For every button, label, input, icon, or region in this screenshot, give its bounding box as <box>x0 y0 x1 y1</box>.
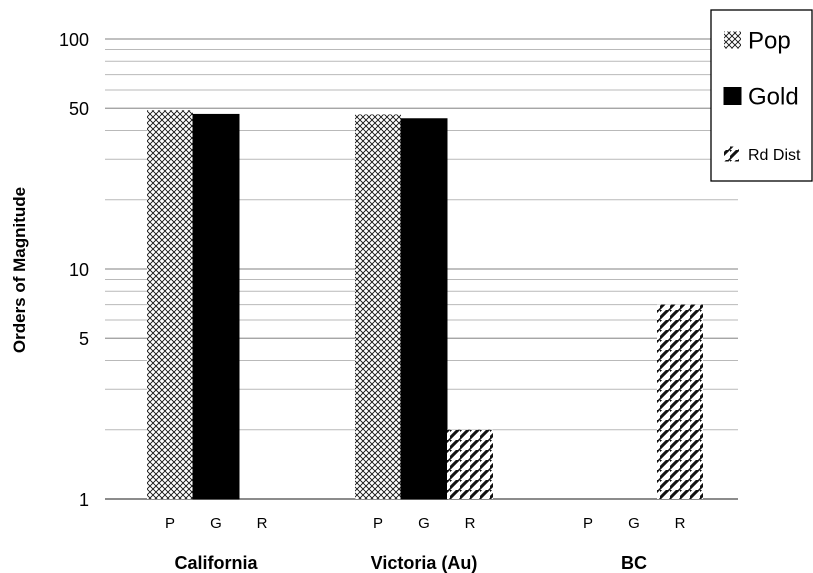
x-tick-label: G <box>210 515 222 532</box>
legend-label-gold: Gold <box>748 84 799 111</box>
category-label: Victoria (Au) <box>371 553 478 573</box>
bar-rd-dist-victoria-au <box>447 429 493 499</box>
y-tick-label: 1 <box>79 490 89 510</box>
bar-pop-victoria-au <box>355 114 401 500</box>
category-label: California <box>174 553 258 573</box>
y-tick-label: 100 <box>59 30 89 50</box>
bar-pop-california <box>147 110 193 500</box>
legend-label-rd-dist: Rd Dist <box>748 147 801 164</box>
y-axis-label: Orders of Magnitude <box>10 187 29 353</box>
labels: 1 5 10 50 100 Orders of Magnitude P G R Californi… <box>10 30 686 573</box>
legend-label-pop: Pop <box>748 28 791 55</box>
x-tick-label: R <box>675 515 686 532</box>
x-tick-label: P <box>583 515 593 532</box>
legend: Pop Gold Rd Dist <box>710 9 813 182</box>
bars <box>147 110 703 500</box>
bar-gold-california <box>192 113 240 500</box>
bar-gold-victoria-au <box>400 118 448 500</box>
y-tick-label: 5 <box>79 329 89 349</box>
y-tick-label: 10 <box>69 260 89 280</box>
legend-swatch-gold <box>723 87 742 105</box>
legend-swatch-pop <box>724 31 741 49</box>
x-tick-label: P <box>373 515 383 532</box>
legend-swatch-rd-dist <box>724 146 739 162</box>
x-tick-label: P <box>165 515 175 532</box>
x-tick-label: R <box>257 515 268 532</box>
category-label: BC <box>621 553 647 573</box>
x-tick-label: G <box>628 515 640 532</box>
bar-rd-dist-bc <box>657 304 703 499</box>
y-tick-label: 50 <box>69 99 89 119</box>
x-tick-label: R <box>465 515 476 532</box>
x-tick-label: G <box>418 515 430 532</box>
